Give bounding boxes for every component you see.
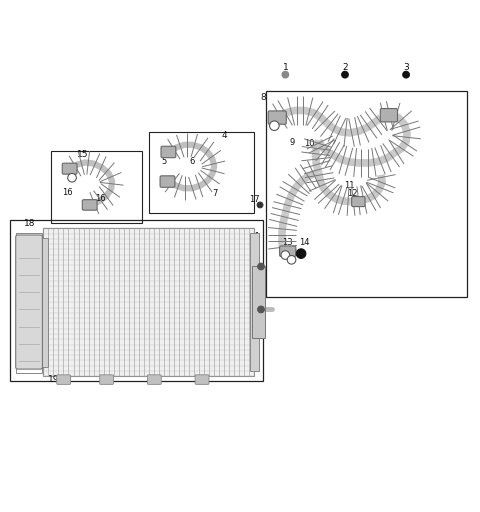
Text: 19: 19 [48, 375, 60, 383]
Circle shape [257, 202, 263, 208]
Circle shape [270, 121, 279, 131]
Circle shape [282, 71, 288, 78]
Text: 12: 12 [347, 188, 358, 198]
Circle shape [68, 174, 76, 182]
Circle shape [287, 255, 296, 264]
Text: 2: 2 [342, 63, 348, 72]
FancyBboxPatch shape [82, 200, 97, 210]
FancyBboxPatch shape [280, 246, 296, 257]
Text: 16: 16 [62, 188, 72, 197]
Circle shape [296, 249, 306, 259]
Bar [16, 233, 42, 373]
FancyBboxPatch shape [160, 176, 175, 187]
Text: 1: 1 [254, 232, 259, 242]
Bar [10, 220, 263, 381]
Text: 3: 3 [403, 63, 409, 72]
FancyBboxPatch shape [250, 233, 259, 372]
Bar [43, 228, 254, 376]
FancyBboxPatch shape [57, 375, 71, 385]
Text: 14: 14 [299, 238, 310, 247]
Text: 18: 18 [24, 219, 36, 228]
FancyBboxPatch shape [268, 111, 286, 124]
Circle shape [258, 263, 264, 270]
FancyBboxPatch shape [100, 375, 114, 385]
Text: 9: 9 [290, 138, 295, 147]
FancyBboxPatch shape [195, 375, 209, 385]
Circle shape [342, 71, 348, 78]
Circle shape [258, 306, 264, 313]
FancyBboxPatch shape [62, 163, 77, 174]
FancyBboxPatch shape [16, 235, 42, 369]
Text: 4: 4 [222, 131, 228, 140]
Text: 13: 13 [282, 238, 293, 247]
FancyBboxPatch shape [147, 375, 161, 385]
Text: 15: 15 [77, 150, 88, 159]
Text: 1: 1 [282, 63, 288, 72]
Text: 1: 1 [254, 247, 259, 255]
Text: 10: 10 [292, 249, 302, 258]
Bar [51, 151, 142, 223]
Text: 7: 7 [213, 188, 218, 198]
Text: 16: 16 [96, 194, 106, 203]
FancyBboxPatch shape [380, 109, 397, 122]
FancyBboxPatch shape [352, 197, 365, 207]
Text: 11: 11 [345, 181, 355, 190]
Circle shape [403, 71, 409, 78]
Text: 6: 6 [190, 157, 195, 166]
FancyBboxPatch shape [252, 267, 265, 338]
Bar [149, 132, 254, 213]
FancyBboxPatch shape [41, 238, 48, 367]
Text: 5: 5 [161, 157, 166, 166]
Text: 17: 17 [249, 195, 260, 204]
Bar [266, 91, 467, 296]
FancyBboxPatch shape [161, 146, 176, 158]
Text: 8: 8 [260, 93, 266, 102]
Text: 10: 10 [304, 139, 314, 148]
Circle shape [281, 251, 289, 260]
